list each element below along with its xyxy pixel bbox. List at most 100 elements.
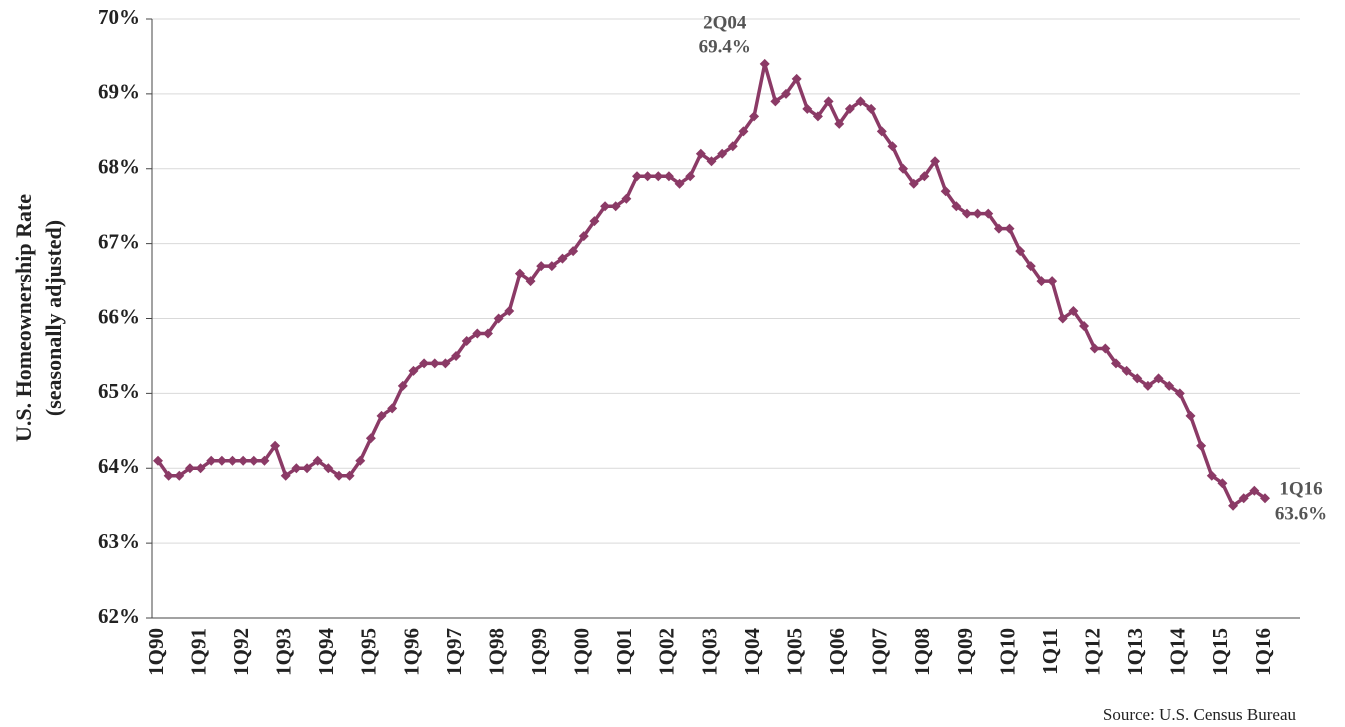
marker: [1132, 373, 1143, 384]
marker: [908, 178, 919, 189]
marker: [759, 58, 770, 69]
x-tick-label: 1Q94: [314, 628, 338, 676]
marker: [1025, 261, 1036, 272]
marker: [280, 470, 291, 481]
y-tick-label: 64%: [98, 454, 140, 478]
x-tick-label: 1Q08: [910, 628, 934, 676]
y-axis-label: (seasonally adjusted): [41, 220, 66, 416]
marker: [1174, 388, 1185, 399]
marker: [610, 201, 621, 212]
x-tick-label: 1Q16: [1251, 628, 1275, 676]
x-tick-label: 1Q05: [782, 628, 806, 676]
marker: [823, 96, 834, 107]
marker: [951, 201, 962, 212]
marker: [781, 88, 792, 99]
x-tick-label: 1Q11: [1038, 628, 1062, 675]
x-tick-label: 1Q14: [1166, 628, 1190, 676]
annotation-value: 63.6%: [1275, 504, 1327, 525]
marker: [248, 455, 259, 466]
marker: [270, 440, 281, 451]
x-tick-label: 1Q13: [1123, 628, 1147, 676]
marker: [216, 455, 227, 466]
annotation-category: 2Q04: [703, 12, 747, 33]
marker: [1015, 246, 1026, 257]
marker: [387, 403, 398, 414]
y-tick-label: 67%: [98, 229, 140, 253]
marker: [621, 193, 632, 204]
x-tick-label: 1Q00: [570, 628, 594, 676]
x-tick-label: 1Q02: [655, 628, 679, 676]
marker: [504, 306, 515, 317]
marker: [259, 455, 270, 466]
x-tick-label: 1Q93: [272, 628, 296, 676]
x-tick-label: 1Q01: [612, 628, 636, 676]
marker: [993, 223, 1004, 234]
marker: [440, 358, 451, 369]
x-tick-label: 1Q07: [868, 628, 892, 676]
marker: [876, 126, 887, 137]
x-tick-label: 1Q04: [740, 628, 764, 676]
x-tick-label: 1Q03: [697, 628, 721, 676]
marker: [674, 178, 685, 189]
marker: [323, 463, 334, 474]
marker: [791, 73, 802, 84]
marker: [482, 328, 493, 339]
marker: [695, 148, 706, 159]
marker: [1196, 440, 1207, 451]
marker: [663, 171, 674, 182]
y-tick-label: 68%: [98, 155, 140, 179]
marker: [355, 455, 366, 466]
x-tick-label: 1Q90: [144, 628, 168, 676]
marker: [174, 470, 185, 481]
annotation-category: 1Q16: [1279, 479, 1322, 500]
annotation-value: 69.4%: [699, 36, 751, 57]
marker: [365, 433, 376, 444]
marker: [961, 208, 972, 219]
marker: [451, 350, 462, 361]
x-tick-label: 1Q10: [995, 628, 1019, 676]
marker: [866, 103, 877, 114]
marker: [408, 365, 419, 376]
marker: [493, 313, 504, 324]
marker: [706, 156, 717, 167]
y-tick-label: 62%: [98, 604, 140, 628]
marker: [568, 246, 579, 257]
marker: [206, 455, 217, 466]
marker: [525, 276, 536, 287]
x-tick-label: 1Q97: [442, 628, 466, 676]
marker: [163, 470, 174, 481]
marker: [940, 186, 951, 197]
marker: [1100, 343, 1111, 354]
marker: [578, 231, 589, 242]
y-tick-label: 65%: [98, 379, 140, 403]
marker: [1238, 493, 1249, 504]
marker: [1185, 410, 1196, 421]
marker: [844, 103, 855, 114]
marker: [589, 216, 600, 227]
marker: [1110, 358, 1121, 369]
x-tick-label: 1Q06: [825, 628, 849, 676]
marker: [557, 253, 568, 264]
marker: [1153, 373, 1164, 384]
marker: [802, 103, 813, 114]
marker: [302, 463, 313, 474]
marker: [1142, 380, 1153, 391]
marker: [1089, 343, 1100, 354]
marker: [153, 455, 163, 466]
x-tick-label: 1Q91: [186, 628, 210, 676]
marker: [429, 358, 440, 369]
x-tick-label: 1Q98: [484, 628, 508, 676]
y-tick-label: 66%: [98, 304, 140, 328]
marker: [631, 171, 642, 182]
marker: [738, 126, 749, 137]
y-axis-label: U.S. Homeownership Rate: [11, 194, 36, 442]
marker: [1249, 485, 1260, 496]
marker: [291, 463, 302, 474]
marker: [919, 171, 930, 182]
marker: [749, 111, 760, 122]
x-tick-label: 1Q99: [527, 628, 551, 676]
marker: [1260, 493, 1270, 504]
marker: [855, 96, 866, 107]
y-tick-label: 70%: [98, 5, 140, 29]
source: Source: U.S. Census Bureau: [1103, 705, 1297, 724]
